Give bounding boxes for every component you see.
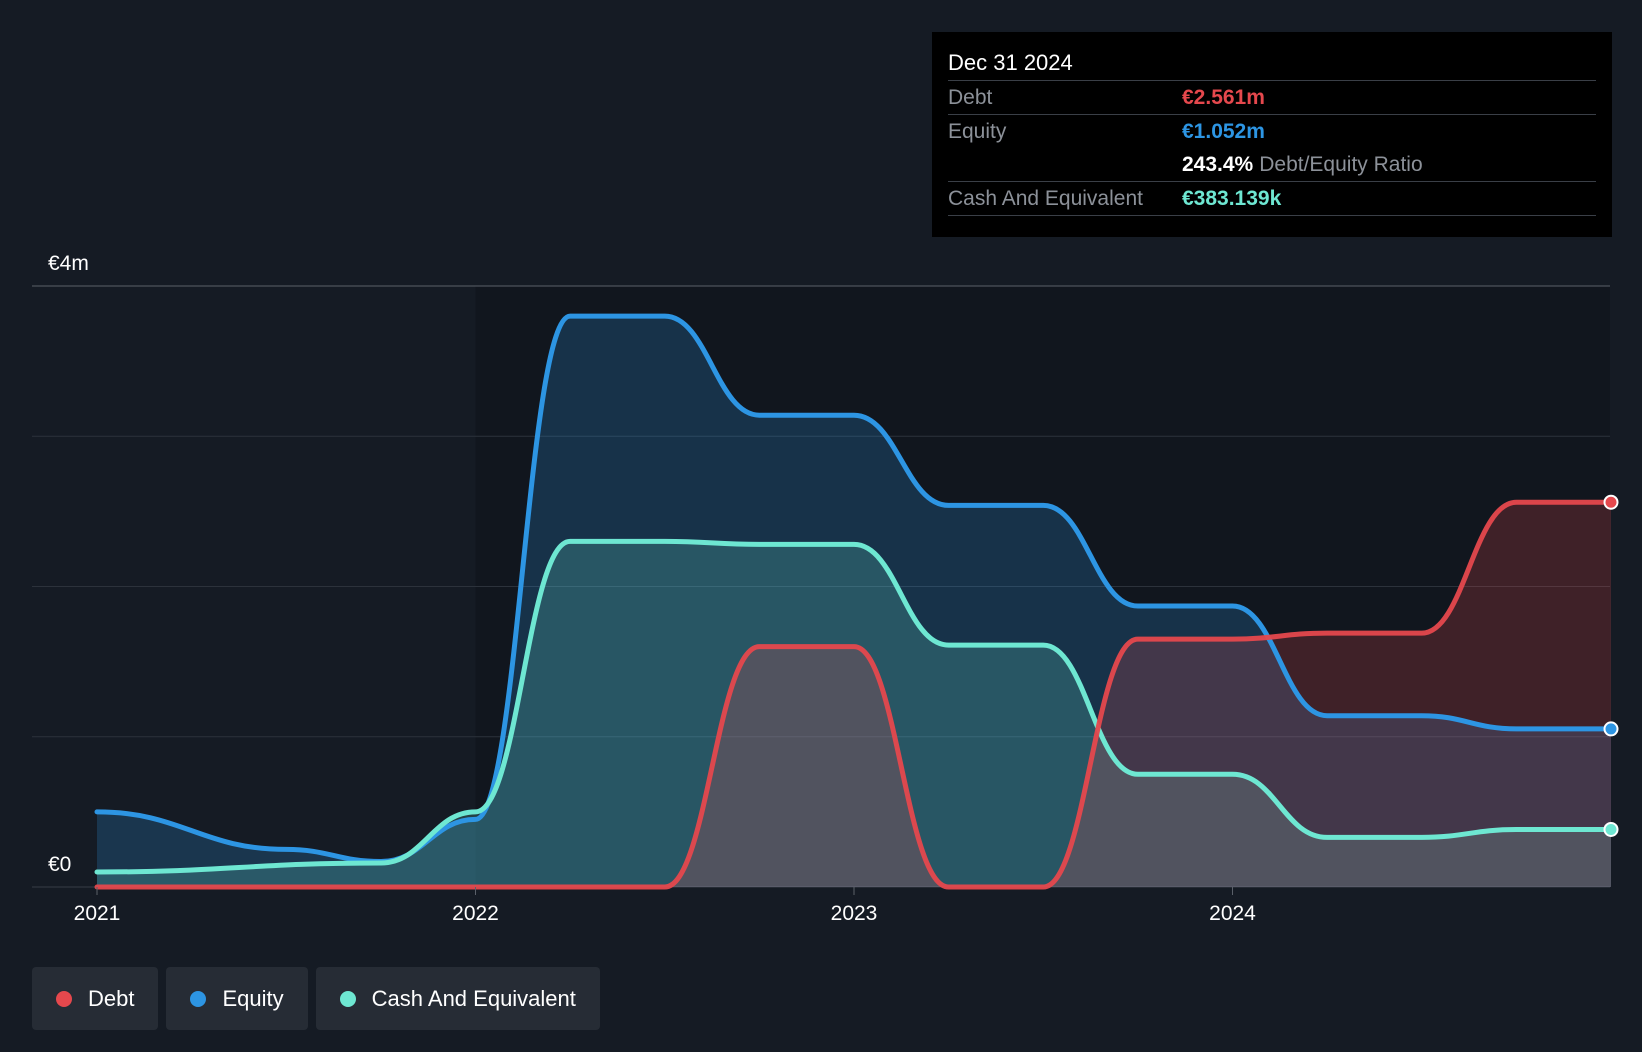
cash-and-equivalent-line (94, 538, 1614, 875)
cash-dot-icon (339, 990, 356, 1007)
tooltip-cash-label: Cash And Equivalent (948, 187, 1143, 210)
y-tick-label-top: €4m (48, 252, 89, 275)
end-markers (1603, 494, 1619, 837)
tooltip-ratio-value: 243.4% (1182, 153, 1254, 176)
debt-area (97, 502, 1611, 887)
debt-line (94, 499, 1614, 890)
equity-end-marker (1603, 721, 1619, 737)
x-tick-label: 2023 (831, 902, 878, 925)
cash-and-equivalent-end-marker (1603, 821, 1619, 837)
series-lines (94, 313, 1614, 890)
legend-item-debt[interactable]: Debt (32, 967, 159, 1030)
tooltip-ratio-label: Debt/Equity Ratio (1259, 153, 1423, 176)
tooltip-panel: Dec 31 2024 Debt €2.561m Equity €1.052m … (932, 32, 1612, 237)
tooltip-debt-row: Debt €2.561m (948, 81, 1596, 115)
cash-and-equivalent-area (97, 541, 1611, 887)
tooltip-equity-row: Equity €1.052m (948, 115, 1596, 148)
equity-dot-icon (190, 990, 207, 1007)
legend-label-debt: Debt (88, 985, 135, 1011)
legend-item-equity[interactable]: Equity (166, 967, 308, 1030)
series-areas (97, 316, 1611, 888)
equity-area (97, 316, 1611, 888)
x-tick-label: 2021 (74, 902, 121, 925)
tooltip-debt-label: Debt (948, 86, 993, 109)
debt-end-marker (1603, 494, 1619, 510)
tooltip-ratio-row: 243.4% Debt/Equity Ratio (948, 148, 1596, 182)
chart-legend: Debt Equity Cash And Equivalent (32, 967, 600, 1030)
tooltip-debt-value: €2.561m (1182, 86, 1265, 109)
tooltip-date: Dec 31 2024 (948, 46, 1596, 81)
y-tick-label-bottom: €0 (48, 853, 71, 876)
debt-dot-icon (56, 990, 72, 1007)
tooltip-equity-value: €1.052m (1182, 120, 1265, 143)
tooltip-equity-label: Equity (948, 120, 1007, 143)
tooltip-cash-row: Cash And Equivalent €383.139k (948, 182, 1596, 216)
legend-label-equity: Equity (222, 985, 284, 1011)
x-tick-label: 2022 (452, 902, 499, 925)
legend-item-cash[interactable]: Cash And Equivalent (315, 967, 600, 1030)
tooltip-cash-value: €383.139k (1182, 187, 1282, 210)
axis-labels: €4m €0 2021 2022 2023 2024 (48, 252, 1256, 925)
x-tick-label: 2024 (1209, 902, 1256, 925)
legend-label-cash: Cash And Equivalent (371, 985, 576, 1011)
